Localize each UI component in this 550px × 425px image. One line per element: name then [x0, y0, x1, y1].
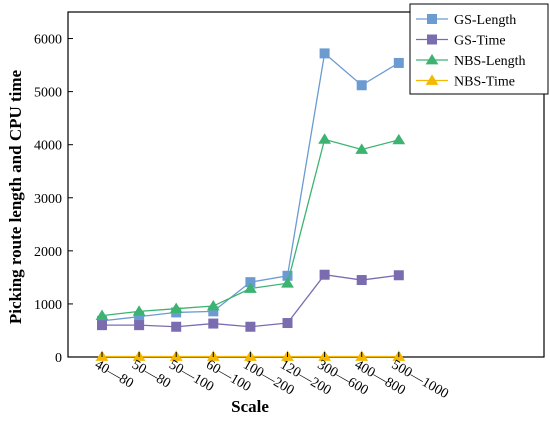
- legend-label-gs-time: GS-Time: [454, 34, 506, 49]
- data-point-gs-time: [282, 318, 293, 329]
- data-point-gs-length: [356, 80, 367, 91]
- series-gs-time: [97, 269, 404, 332]
- data-point-nbs-length: [132, 305, 146, 316]
- y-tick-label: 4000: [34, 139, 62, 154]
- legend-label-nbs-length: NBS-Length: [454, 54, 526, 69]
- data-point-gs-time: [356, 275, 367, 286]
- data-point-gs-time: [319, 269, 330, 280]
- y-tick-label: 1000: [34, 298, 62, 313]
- legend-marker-gs-length: [427, 14, 437, 24]
- y-tick-label: 3000: [34, 192, 62, 207]
- legend-marker-nbs-length: [425, 53, 439, 65]
- data-point-nbs-length: [169, 302, 183, 314]
- y-tick-label: 5000: [34, 86, 62, 101]
- data-point-nbs-length: [95, 309, 109, 320]
- data-point-gs-time: [208, 318, 219, 329]
- y-tick-label: 0: [55, 351, 62, 366]
- data-point-nbs-length: [318, 133, 331, 144]
- legend-marker-gs-time: [427, 34, 437, 45]
- legend-label-gs-length: GS-Length: [454, 13, 516, 28]
- y-tick-label: 2000: [34, 245, 62, 260]
- x-axis-title: Scale: [231, 397, 269, 416]
- data-point-nbs-length: [392, 133, 406, 145]
- data-point-nbs-length: [206, 299, 220, 311]
- data-point-gs-length: [393, 57, 404, 68]
- data-point-nbs-length: [355, 143, 369, 154]
- x-tick-label: 40—80: [92, 357, 136, 391]
- data-point-nbs-length: [281, 277, 294, 288]
- series-nbs-length: [95, 133, 406, 320]
- data-point-gs-time: [134, 320, 145, 331]
- legend-label-nbs-time: NBS-Time: [454, 75, 515, 90]
- x-tick-label: 50—80: [129, 357, 173, 391]
- data-point-nbs-length: [244, 282, 257, 293]
- y-tick-label: 6000: [34, 33, 62, 48]
- data-point-gs-time: [97, 320, 107, 331]
- y-axis-title: Picking route length and CPU time: [6, 69, 25, 324]
- data-point-gs-length: [319, 48, 330, 59]
- legend-marker-nbs-time: [425, 74, 439, 85]
- data-point-gs-time: [393, 270, 404, 281]
- data-point-gs-time: [245, 321, 256, 332]
- data-point-gs-time: [171, 321, 182, 332]
